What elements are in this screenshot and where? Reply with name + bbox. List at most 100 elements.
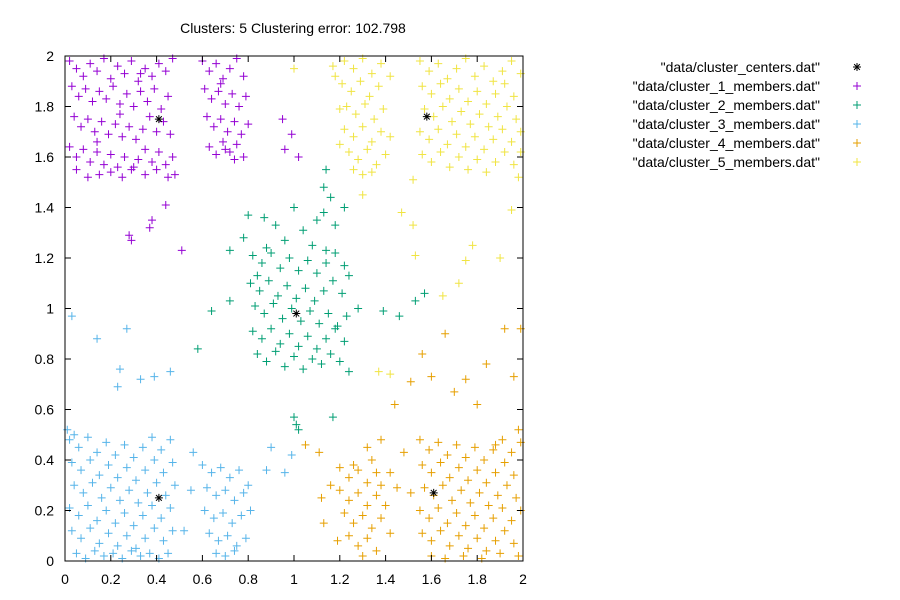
data-point [189, 448, 198, 457]
data-point [372, 468, 381, 477]
data-point [113, 163, 122, 172]
data-point [315, 319, 324, 328]
data-point [377, 59, 386, 68]
data-point [328, 276, 337, 285]
data-point [319, 519, 328, 528]
data-point [315, 448, 324, 457]
data-point [150, 456, 159, 464]
data-point [67, 526, 76, 535]
data-point [161, 67, 170, 76]
data-point [338, 79, 347, 88]
data-point [202, 483, 211, 492]
data-point [145, 223, 154, 232]
data-point [434, 59, 443, 68]
data-point [232, 541, 241, 550]
data-point [418, 529, 427, 538]
data-point [267, 443, 276, 452]
data-point [122, 89, 131, 98]
data-point [235, 466, 244, 475]
data-point [95, 471, 104, 480]
data-point [102, 506, 111, 515]
data-point [216, 115, 225, 124]
cluster-centers [154, 112, 438, 502]
data-point [262, 243, 271, 252]
data-point [225, 147, 234, 156]
data-point [363, 534, 372, 543]
data-point [186, 486, 195, 495]
legend: "data/cluster_centers.dat" "data/cluster_… [633, 59, 861, 170]
data-point [136, 551, 145, 560]
data-point [457, 486, 466, 495]
data-point [475, 488, 484, 497]
data-point [200, 84, 209, 93]
data-point [161, 491, 170, 500]
data-point [239, 233, 248, 242]
data-point [436, 458, 445, 467]
data-point [436, 147, 445, 156]
data-point [166, 367, 175, 376]
x-tick-label: 0.4 [147, 571, 167, 587]
data-point [367, 69, 376, 78]
data-point [166, 435, 175, 444]
data-point [507, 448, 516, 457]
data-point [148, 158, 157, 167]
y-tick-label: 1 [46, 301, 54, 317]
data-point [251, 301, 260, 310]
y-tick-label: 0.6 [35, 402, 55, 418]
data-point [113, 541, 122, 550]
data-point [397, 208, 406, 217]
data-point [241, 534, 250, 543]
data-point [475, 110, 484, 119]
data-point [111, 450, 120, 459]
data-point [219, 509, 228, 518]
data-point [296, 317, 305, 326]
data-point [377, 127, 386, 136]
data-point [214, 87, 223, 96]
data-point [482, 478, 491, 487]
legend-marker [853, 139, 861, 147]
legend-label: "data/cluster_3_members.dat" [633, 116, 820, 132]
data-point [415, 127, 424, 136]
data-point [241, 92, 250, 101]
data-point [409, 175, 418, 184]
data-point [461, 375, 470, 384]
data-point [273, 291, 282, 300]
data-point [509, 92, 518, 101]
data-point [358, 122, 367, 131]
data-point [445, 163, 454, 172]
data-point [72, 549, 81, 558]
data-point [148, 501, 157, 510]
data-point [367, 168, 376, 177]
data-point [473, 87, 482, 96]
data-point [253, 349, 262, 358]
data-point [466, 120, 475, 129]
data-point [230, 117, 239, 126]
series-3-points [63, 312, 296, 563]
data-point [290, 64, 298, 73]
data-point [168, 526, 177, 535]
data-point [516, 438, 525, 447]
y-tick-label: 1.8 [35, 99, 55, 115]
data-point [516, 147, 525, 156]
data-point [267, 248, 276, 257]
data-point [79, 488, 88, 497]
data-point [461, 256, 470, 265]
data-point [278, 115, 287, 124]
data-point [154, 59, 163, 68]
data-point [322, 165, 331, 174]
data-point [425, 514, 434, 523]
data-point [438, 291, 447, 300]
data-point [141, 534, 150, 543]
data-point [406, 377, 415, 386]
data-point [319, 208, 328, 217]
data-point [267, 324, 276, 333]
data-point [93, 334, 102, 343]
data-point [379, 307, 388, 316]
data-point [161, 200, 170, 209]
x-tick-label: 0 [61, 571, 69, 587]
data-point [127, 57, 136, 66]
data-point [260, 213, 269, 222]
data-point [138, 511, 147, 520]
data-point [113, 473, 122, 482]
data-point [88, 478, 97, 487]
